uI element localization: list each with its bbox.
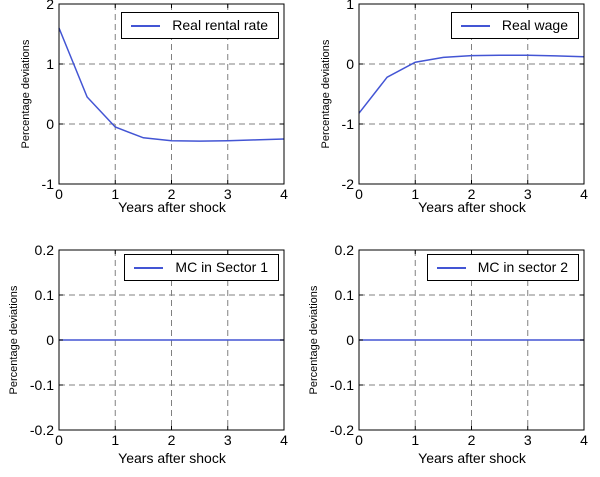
- legend: Real wage: [450, 12, 579, 39]
- legend-label: MC in Sector 1: [175, 259, 268, 275]
- svg-text:0: 0: [355, 186, 363, 202]
- svg-text:1: 1: [111, 432, 119, 448]
- legend-line-sample: [436, 266, 466, 269]
- svg-text:-1: -1: [342, 116, 355, 132]
- svg-text:4: 4: [580, 186, 588, 202]
- svg-text:1: 1: [111, 186, 119, 202]
- legend-line-sample: [460, 24, 490, 27]
- svg-text:1: 1: [346, 0, 354, 12]
- svg-text:1: 1: [411, 186, 419, 202]
- x-axis-label: Years after shock: [418, 199, 526, 215]
- svg-text:-0.1: -0.1: [30, 377, 54, 393]
- svg-text:3: 3: [224, 186, 232, 202]
- svg-text:0: 0: [355, 432, 363, 448]
- svg-text:0.2: 0.2: [35, 242, 55, 258]
- svg-text:0.1: 0.1: [335, 287, 355, 303]
- svg-text:0.2: 0.2: [335, 242, 355, 258]
- x-axis-label: Years after shock: [118, 450, 226, 466]
- svg-text:4: 4: [280, 432, 288, 448]
- svg-text:0: 0: [55, 186, 63, 202]
- subplot-mc-sector-1: 0 1 2 3 4 -0.2 -0.1 0 0.1 0.2 MC in Sector 1 Year…: [0, 240, 300, 477]
- legend: MC in sector 2: [426, 254, 579, 281]
- svg-text:3: 3: [524, 432, 532, 448]
- svg-text:-0.2: -0.2: [330, 422, 354, 438]
- y-axis-label: Percentage deviations: [308, 285, 320, 395]
- svg-text:0: 0: [55, 432, 63, 448]
- svg-text:2: 2: [168, 186, 176, 202]
- svg-text:0.1: 0.1: [35, 287, 55, 303]
- legend: MC in Sector 1: [124, 254, 279, 281]
- svg-text:2: 2: [468, 432, 476, 448]
- legend-label: Real wage: [501, 17, 568, 33]
- x-axis-label: Years after shock: [118, 199, 226, 215]
- x-axis-label: Years after shock: [418, 450, 526, 466]
- y-axis-label: Percentage deviations: [320, 39, 332, 149]
- svg-text:0: 0: [346, 56, 354, 72]
- svg-text:-2: -2: [342, 176, 355, 192]
- svg-text:3: 3: [524, 186, 532, 202]
- y-axis-label: Percentage deviations: [8, 285, 20, 395]
- svg-text:0: 0: [46, 116, 54, 132]
- subplot-real-rental-rate: 0 1 2 3 4 -1 0 1 2 Real rental rate Years after …: [0, 0, 300, 240]
- legend-label: MC in sector 2: [477, 259, 568, 275]
- svg-text:1: 1: [46, 56, 54, 72]
- svg-text:0: 0: [46, 332, 54, 348]
- subplot-real-wage: 0 1 2 3 4 -2 -1 0 1 Real wage Years after shock …: [300, 0, 600, 240]
- svg-text:2: 2: [46, 0, 54, 12]
- plot-area: 0 1 2 3 4 -0.2 -0.1 0 0.1 0.2: [330, 242, 588, 448]
- svg-text:4: 4: [580, 432, 588, 448]
- y-axis-label: Percentage deviations: [20, 39, 32, 149]
- svg-text:3: 3: [224, 432, 232, 448]
- svg-text:-1: -1: [42, 176, 55, 192]
- svg-text:-0.2: -0.2: [30, 422, 54, 438]
- subplot-mc-sector-2: 0 1 2 3 4 -0.2 -0.1 0 0.1 0.2 MC in sector 2 Year…: [300, 240, 600, 477]
- svg-text:4: 4: [280, 186, 288, 202]
- legend: Real rental rate: [121, 12, 279, 39]
- svg-text:1: 1: [411, 432, 419, 448]
- svg-text:0: 0: [346, 332, 354, 348]
- legend-line-sample: [131, 24, 161, 27]
- svg-text:2: 2: [468, 186, 476, 202]
- legend-label: Real rental rate: [172, 17, 268, 33]
- svg-text:-0.1: -0.1: [330, 377, 354, 393]
- legend-line-sample: [134, 266, 164, 269]
- svg-text:2: 2: [168, 432, 176, 448]
